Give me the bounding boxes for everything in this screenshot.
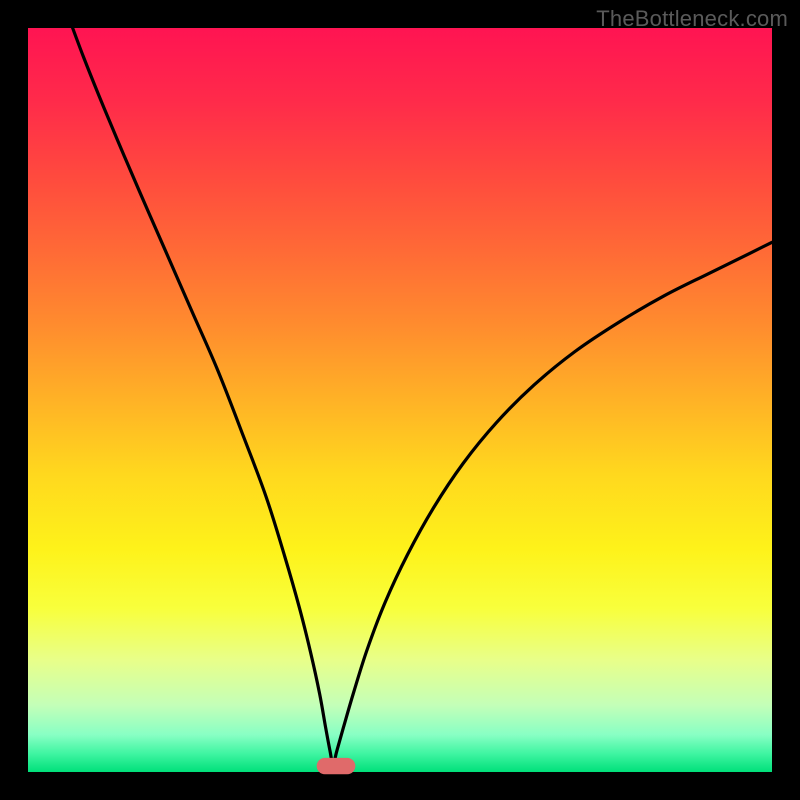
bottleneck-chart: TheBottleneck.com bbox=[0, 0, 800, 800]
chart-svg bbox=[0, 0, 800, 800]
minimum-marker bbox=[317, 758, 356, 774]
watermark-text: TheBottleneck.com bbox=[596, 6, 788, 32]
plot-background bbox=[28, 28, 772, 772]
